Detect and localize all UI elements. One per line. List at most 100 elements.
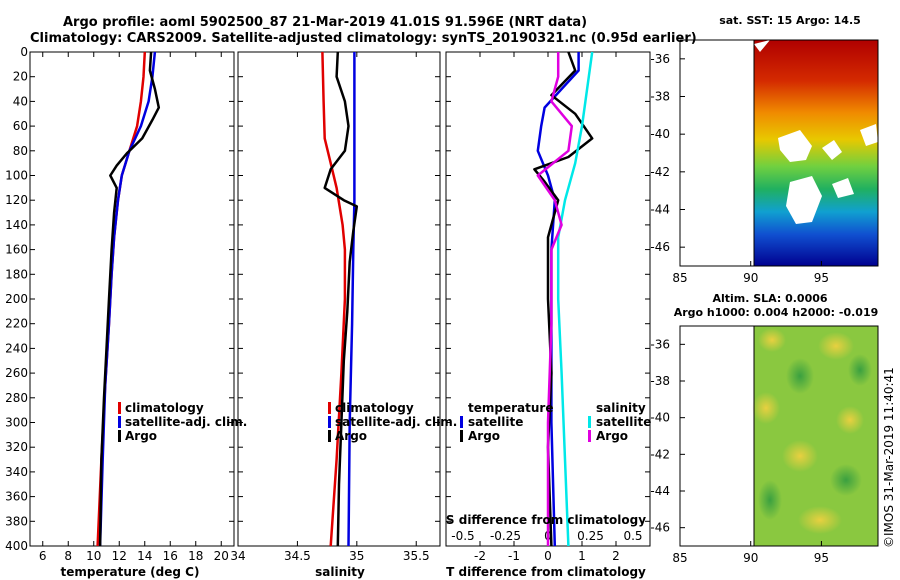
x-tick-label: 16 — [163, 549, 178, 563]
figure-title-line2: Climatology: CARS2009. Satellite-adjuste… — [30, 31, 697, 46]
legend-label-s-satellite: satellite — [596, 415, 651, 429]
y-tick-label: 280 — [5, 391, 28, 405]
y-tick-label: 260 — [5, 366, 28, 380]
legend-swatch-s-argo — [588, 430, 591, 442]
x-tick-label: 18 — [188, 549, 203, 563]
figure-title-line1: Argo profile: aoml 5902500_87 21-Mar-201… — [63, 15, 587, 30]
map-y-tick-label: -44 — [650, 484, 670, 498]
map-x-tick-label: 90 — [743, 551, 758, 565]
credit-text: ©IMOS 31-Mar-2019 11:40:41 — [882, 367, 896, 548]
sst-map-frame — [679, 39, 879, 267]
map-y-tick-label: -36 — [650, 52, 670, 66]
legend-swatch-climatology — [118, 402, 121, 414]
sst-cloud — [786, 176, 822, 224]
sla-blob — [752, 392, 780, 424]
legend-label-argo: Argo — [125, 429, 157, 443]
legend-label-t-argo: Argo — [468, 429, 500, 443]
map-x-tick-label: 90 — [743, 271, 758, 285]
temperature-legend: climatology satellite-adj. clim. Argo — [118, 401, 247, 443]
x-tick-label: 6 — [39, 549, 47, 563]
legend-heading-temperature: temperature — [468, 401, 553, 415]
salinity-legend: climatology satellite-adj. clim. Argo — [328, 401, 457, 443]
x-tick-label: -1 — [508, 549, 520, 563]
x-tick-label: 1 — [578, 549, 586, 563]
x-top-tick-label: 0.25 — [577, 529, 604, 543]
map-x-tick-label: 95 — [814, 551, 829, 565]
x-tick-label: 20 — [214, 549, 229, 563]
x-tick-label: 34 — [230, 549, 245, 563]
sst-map-axes: -36 -38 -40 -42 -44 -46 85 90 95 — [650, 52, 829, 285]
x-tick-label: 14 — [137, 549, 152, 563]
plot-frame — [29, 51, 235, 547]
y-tick-label: 80 — [13, 144, 28, 158]
map-y-tick-label: -38 — [650, 90, 670, 104]
map-y-tick-label: -38 — [650, 374, 670, 388]
sst-cloud — [778, 130, 812, 162]
map-y-tick-label: -40 — [650, 127, 670, 141]
y-tick-label: 240 — [5, 341, 28, 355]
y-tick-label: 360 — [5, 490, 28, 504]
y-tick-label: 320 — [5, 440, 28, 454]
map-y-tick-label: -42 — [650, 447, 670, 461]
map-x-tick-label: 85 — [672, 551, 687, 565]
sla-blob — [758, 328, 786, 352]
y-tick-label: 200 — [5, 292, 28, 306]
sst-cloud — [832, 178, 854, 198]
sst-field — [754, 40, 878, 266]
legend-label-climatology: climatology — [125, 401, 204, 415]
y-tick-label: 60 — [13, 119, 28, 133]
legend-heading-salinity: salinity — [596, 401, 646, 415]
y-tick-label: 140 — [5, 218, 28, 232]
x-tick-label: 35 — [349, 549, 364, 563]
sst-cloud — [754, 40, 770, 52]
sla-map-title2: Argo h1000: 0.004 h2000: -0.019 — [674, 306, 879, 319]
x-tick-label: 2 — [612, 549, 620, 563]
y-tick-label: 180 — [5, 267, 28, 281]
sla-map-axes: -36 -38 -40 -42 -44 -46 85 90 95 — [650, 337, 829, 565]
series-line-climatology — [321, 51, 347, 547]
legend-swatch-argo — [118, 430, 121, 442]
x-tick-label: 34.5 — [284, 549, 311, 563]
legend-swatch-satellite — [328, 416, 331, 428]
difference-panel: -2 -1 0 1 2-0.5 -0.25 0 0.25 0.5 — [445, 51, 651, 563]
sst-map — [679, 39, 879, 267]
sst-map-title: sat. SST: 15 Argo: 14.5 — [719, 14, 861, 27]
sla-blob — [798, 506, 842, 534]
series-line-argo — [98, 51, 161, 547]
x-tick-label: 35.5 — [403, 549, 430, 563]
legend-label-t-satellite: satellite — [468, 415, 523, 429]
legend-swatch-climatology — [328, 402, 331, 414]
y-tick-label: 120 — [5, 193, 28, 207]
salinity-panel: 34 34.5 35 35.5 — [230, 51, 441, 563]
series-line-t-argo — [533, 51, 594, 547]
sla-blob — [758, 480, 782, 520]
sla-blob — [786, 358, 814, 394]
x-top-tick-label: -0.5 — [451, 529, 474, 543]
legend-label-satellite: satellite-adj. clim. — [125, 415, 247, 429]
y-tick-label: 300 — [5, 416, 28, 430]
sla-blob — [782, 440, 818, 472]
legend-label-s-argo: Argo — [596, 429, 628, 443]
x-top-tick-label: -0.25 — [490, 529, 521, 543]
y-tick-label: 0 — [20, 45, 28, 59]
series-line-argo — [323, 51, 359, 547]
sla-map-title1: Altim. SLA: 0.0006 — [712, 292, 827, 305]
difference-legend: temperature salinity satellite Argo sate… — [460, 401, 651, 443]
legend-swatch-satellite — [118, 416, 121, 428]
salinity-xlabel: salinity — [315, 565, 365, 579]
y-tick-label: 160 — [5, 243, 28, 257]
sla-map-frame — [679, 325, 879, 547]
y-tick-label: 40 — [13, 94, 28, 108]
y-tick-label: 380 — [5, 514, 28, 528]
x-tick-label: -2 — [474, 549, 486, 563]
temperature-xlabel: temperature (deg C) — [61, 565, 200, 579]
map-y-tick-label: -46 — [650, 240, 670, 254]
map-y-tick-label: -44 — [650, 203, 670, 217]
map-y-tick-label: -40 — [650, 411, 670, 425]
map-y-tick-label: -36 — [650, 337, 670, 351]
sst-cloud — [860, 124, 878, 146]
legend-label-satellite: satellite-adj. clim. — [335, 415, 457, 429]
difference-xlabel-top: S difference from climatology — [446, 513, 646, 527]
sst-cloud — [822, 140, 842, 160]
series-line-s-argo — [536, 52, 574, 546]
